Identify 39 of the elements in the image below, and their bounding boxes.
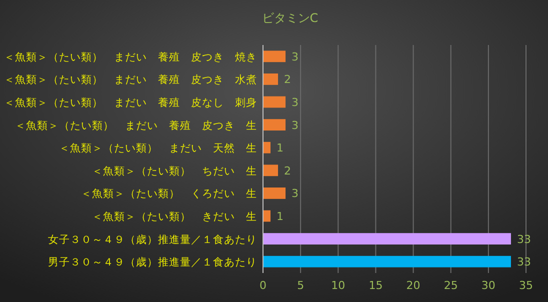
data-label: 3 [292,118,299,132]
x-tick-label: 30 [481,279,496,292]
data-label: 33 [516,232,531,246]
y-tick-label: ＜魚類＞（たい類） まだい 養殖 皮つき 生 [15,118,257,132]
bar [263,74,278,85]
y-tick-label: ＜魚類＞（たい類） まだい 養殖 皮つき 水煮 [4,73,257,86]
x-tick-label: 10 [331,279,346,292]
x-tick-label: 15 [368,279,383,292]
data-label: 33 [516,256,531,269]
bar [263,119,286,130]
y-tick-label: ＜魚類＞（たい類） まだい 養殖 皮つき 焼き [4,50,257,64]
bar [263,233,511,244]
y-tick-label: ＜魚類＞（たい類） きだい 生 [92,210,257,223]
bar [263,210,271,222]
x-tick-label: 0 [260,279,266,292]
data-label: 1 [276,210,284,223]
bar [263,164,278,176]
y-tick-label: ＜魚類＞（たい類） くろだい 生 [81,187,257,200]
y-tick-label: 男子３０～４９（歳）推進量／１食あたり [48,256,257,269]
bar [263,50,286,62]
chart-title: ビタミンC [262,11,318,25]
data-label: 3 [292,96,299,109]
bar [263,256,511,268]
data-label: 1 [276,142,284,155]
x-tick-label: 20 [406,279,420,292]
data-label: 2 [284,73,292,86]
bar [263,142,271,154]
bar [263,188,286,199]
data-label: 3 [292,187,299,200]
x-tick-label: 5 [297,279,304,292]
y-tick-label: ＜魚類＞（たい類） まだい 養殖 皮なし 刺身 [4,96,257,109]
x-tick-label: 35 [519,279,533,292]
data-label: 2 [284,164,292,178]
y-tick-label: 女子３０～４９（歳）推進量／１食あたり [48,232,257,246]
bar [263,96,286,108]
y-tick-label: ＜魚類＞（たい類） ちだい 生 [92,164,257,178]
data-label: 3 [292,50,299,64]
x-tick-label: 25 [444,279,458,292]
y-tick-label: ＜魚類＞（たい類） まだい 天然 生 [59,142,257,155]
